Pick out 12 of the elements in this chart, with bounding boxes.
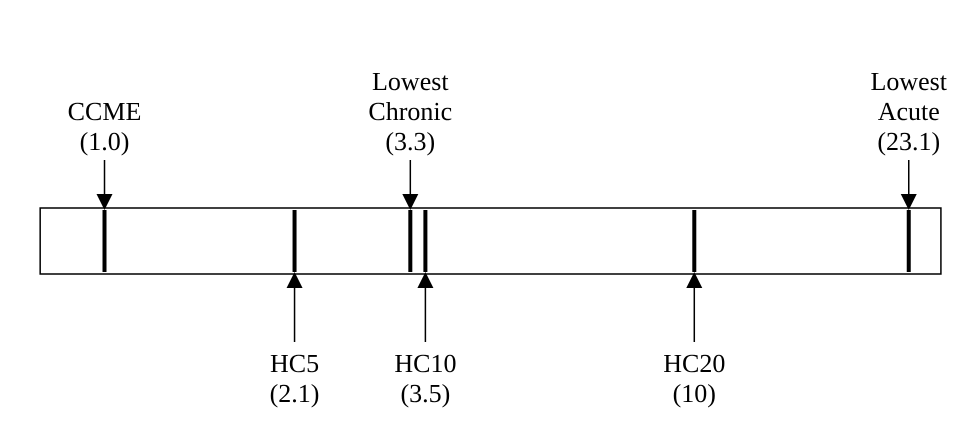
category-label: Lowest Chronic [368, 67, 452, 126]
data-label: (1.0) [80, 127, 130, 156]
data-label: (2.1) [270, 379, 320, 408]
category-label: HC10 [394, 349, 456, 378]
category-label: CCME [68, 97, 142, 126]
data-label: (23.1) [877, 127, 940, 156]
data-label: (3.5) [400, 379, 450, 408]
category-label: HC5 [270, 349, 320, 378]
data-label: (10) [672, 379, 716, 408]
category-label: HC20 [663, 349, 726, 378]
category-label: Lowest Acute [870, 67, 948, 126]
data-label: (3.3) [385, 127, 436, 156]
